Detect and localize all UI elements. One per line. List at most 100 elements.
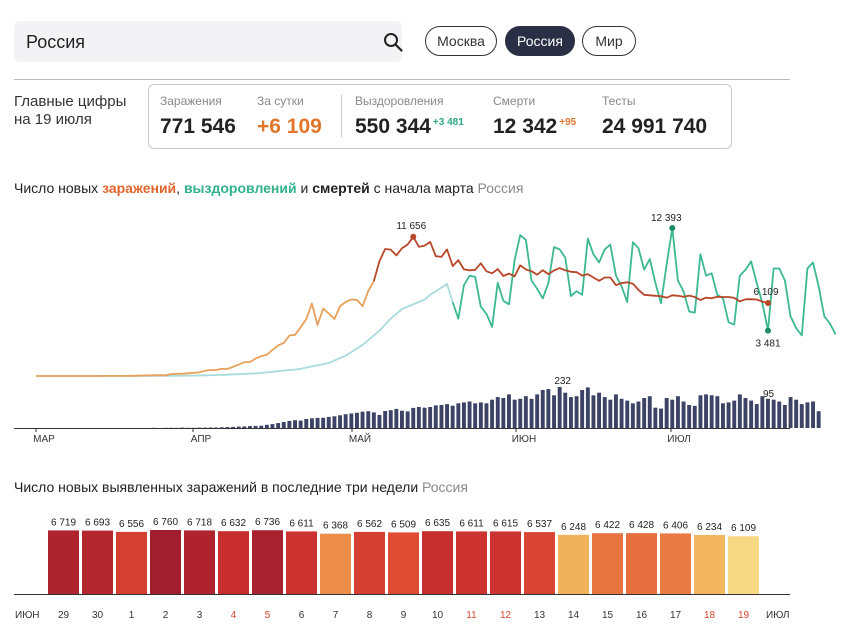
day-bar-value: 6 234: [697, 522, 722, 533]
deaths-bar: [602, 397, 607, 428]
day-bar: [694, 535, 725, 594]
deaths-bar: [219, 427, 224, 428]
day-tick-label: 30: [92, 610, 104, 621]
infections-line: [372, 235, 769, 304]
deaths-bar: [698, 395, 703, 428]
deaths-bar: [653, 407, 658, 428]
day-tick-label: 10: [432, 610, 444, 621]
headline-date: на 19 июля: [14, 111, 92, 128]
stat-infections-label: Заражения: [160, 94, 222, 108]
deaths-bar: [732, 400, 737, 428]
deaths-bar: [614, 394, 618, 428]
deaths-bar: [208, 427, 213, 428]
recoveries-peak-label: 12 393: [651, 213, 682, 224]
deaths-bar: [298, 420, 303, 428]
chart1-region: Россия: [477, 180, 524, 196]
cases-line-chart: МАР АПР МАЙ ИЮН ИЮЛ 11 656 12 393 6 109 3 481 232…: [14, 213, 837, 445]
deaths-bar: [591, 395, 596, 428]
deaths-bar: [383, 411, 388, 428]
region-world-button[interactable]: Мир: [582, 26, 636, 56]
deaths-bar: [636, 401, 641, 428]
day-bar: [150, 530, 181, 594]
deaths-bar: [529, 398, 534, 428]
search-box[interactable]: [14, 21, 403, 64]
day-bar: [218, 531, 249, 594]
deaths-bar: [484, 403, 489, 428]
day-bar-value: 6 556: [119, 519, 144, 530]
day-bar: [660, 533, 691, 594]
deaths-bar: [394, 408, 399, 428]
x-tick-label: ИЮН: [512, 434, 537, 445]
stat-per-day-value: +6 109: [257, 115, 322, 138]
deaths-bar: [630, 403, 635, 428]
stat-tests: Тесты 24 991 740: [602, 94, 707, 139]
deaths-bar: [585, 387, 590, 428]
x-tick-label: МАР: [33, 434, 55, 445]
day-bar-value: 6 615: [493, 518, 518, 529]
recoveries-last-dot: [765, 327, 771, 334]
deaths-bar: [512, 399, 517, 428]
deaths-bar: [749, 400, 754, 428]
deaths-bar: [597, 392, 602, 428]
day-bar: [728, 536, 759, 594]
deaths-bar: [377, 414, 382, 428]
key-stats-panel: Заражения 771 546 За сутки +6 109 Выздор…: [148, 84, 732, 149]
stat-infections-value: 771 546: [160, 115, 236, 138]
deaths-bar: [236, 426, 241, 428]
deaths-bar: [490, 399, 495, 428]
deaths-bar: [557, 387, 562, 428]
deaths-bar: [450, 405, 455, 428]
deaths-bar: [270, 424, 275, 428]
day-tick-label: 16: [636, 610, 648, 621]
deaths-bar: [523, 396, 528, 428]
chart1-title: Число новых заражений, выздоровлений и с…: [14, 180, 524, 196]
deaths-bar: [332, 416, 337, 428]
deaths-bar: [343, 414, 348, 428]
deaths-bar: [709, 395, 714, 428]
deaths-bar: [811, 401, 816, 428]
deaths-bar: [366, 411, 371, 428]
day-bar: [252, 530, 283, 594]
day-bar-value: 6 109: [731, 523, 756, 534]
day-bar-value: 6 537: [527, 519, 552, 530]
deaths-bar: [647, 396, 652, 428]
deaths-bar: [439, 405, 444, 428]
region-search-input[interactable]: [24, 21, 358, 64]
search-icon[interactable]: [383, 32, 403, 52]
deaths-bar: [467, 401, 472, 428]
day-tick-label: 19: [738, 610, 750, 621]
day-bar: [524, 532, 555, 594]
region-moscow-button[interactable]: Москва: [425, 26, 497, 56]
region-russia-button[interactable]: Россия: [505, 26, 575, 56]
deaths-bar: [416, 407, 421, 428]
day-tick-label: 29: [58, 610, 70, 621]
day-bar-value: 6 611: [459, 518, 484, 529]
deaths-bar: [411, 407, 416, 428]
deaths-bar: [456, 403, 461, 428]
deaths-bar: [760, 396, 765, 428]
day-bar: [286, 531, 317, 594]
day-tick-label: 14: [568, 610, 580, 621]
stats-separator: [341, 95, 342, 137]
day-bar: [456, 531, 487, 594]
deaths-bar: [788, 397, 793, 428]
day-bar-value: 6 760: [153, 517, 178, 528]
deaths-bar: [535, 394, 540, 428]
stat-per-day: За сутки +6 109: [257, 94, 322, 139]
deaths-bar: [540, 390, 545, 428]
day-bar: [354, 531, 385, 594]
deaths-bar: [405, 411, 410, 428]
infections-line-early: [36, 280, 375, 377]
infections-peak-dot: [410, 233, 417, 240]
deaths-bar: [462, 402, 466, 428]
deaths-bar: [608, 399, 613, 428]
deaths-bar: [495, 397, 500, 428]
deaths-bar: [664, 398, 669, 428]
day-bar-value: 6 248: [561, 522, 586, 533]
deaths-bar: [360, 411, 365, 428]
day-bar-value: 6 368: [323, 521, 348, 532]
deaths-bar: [321, 417, 326, 429]
deaths-bar: [737, 394, 742, 428]
month-start-label: ИЮН: [15, 610, 40, 621]
